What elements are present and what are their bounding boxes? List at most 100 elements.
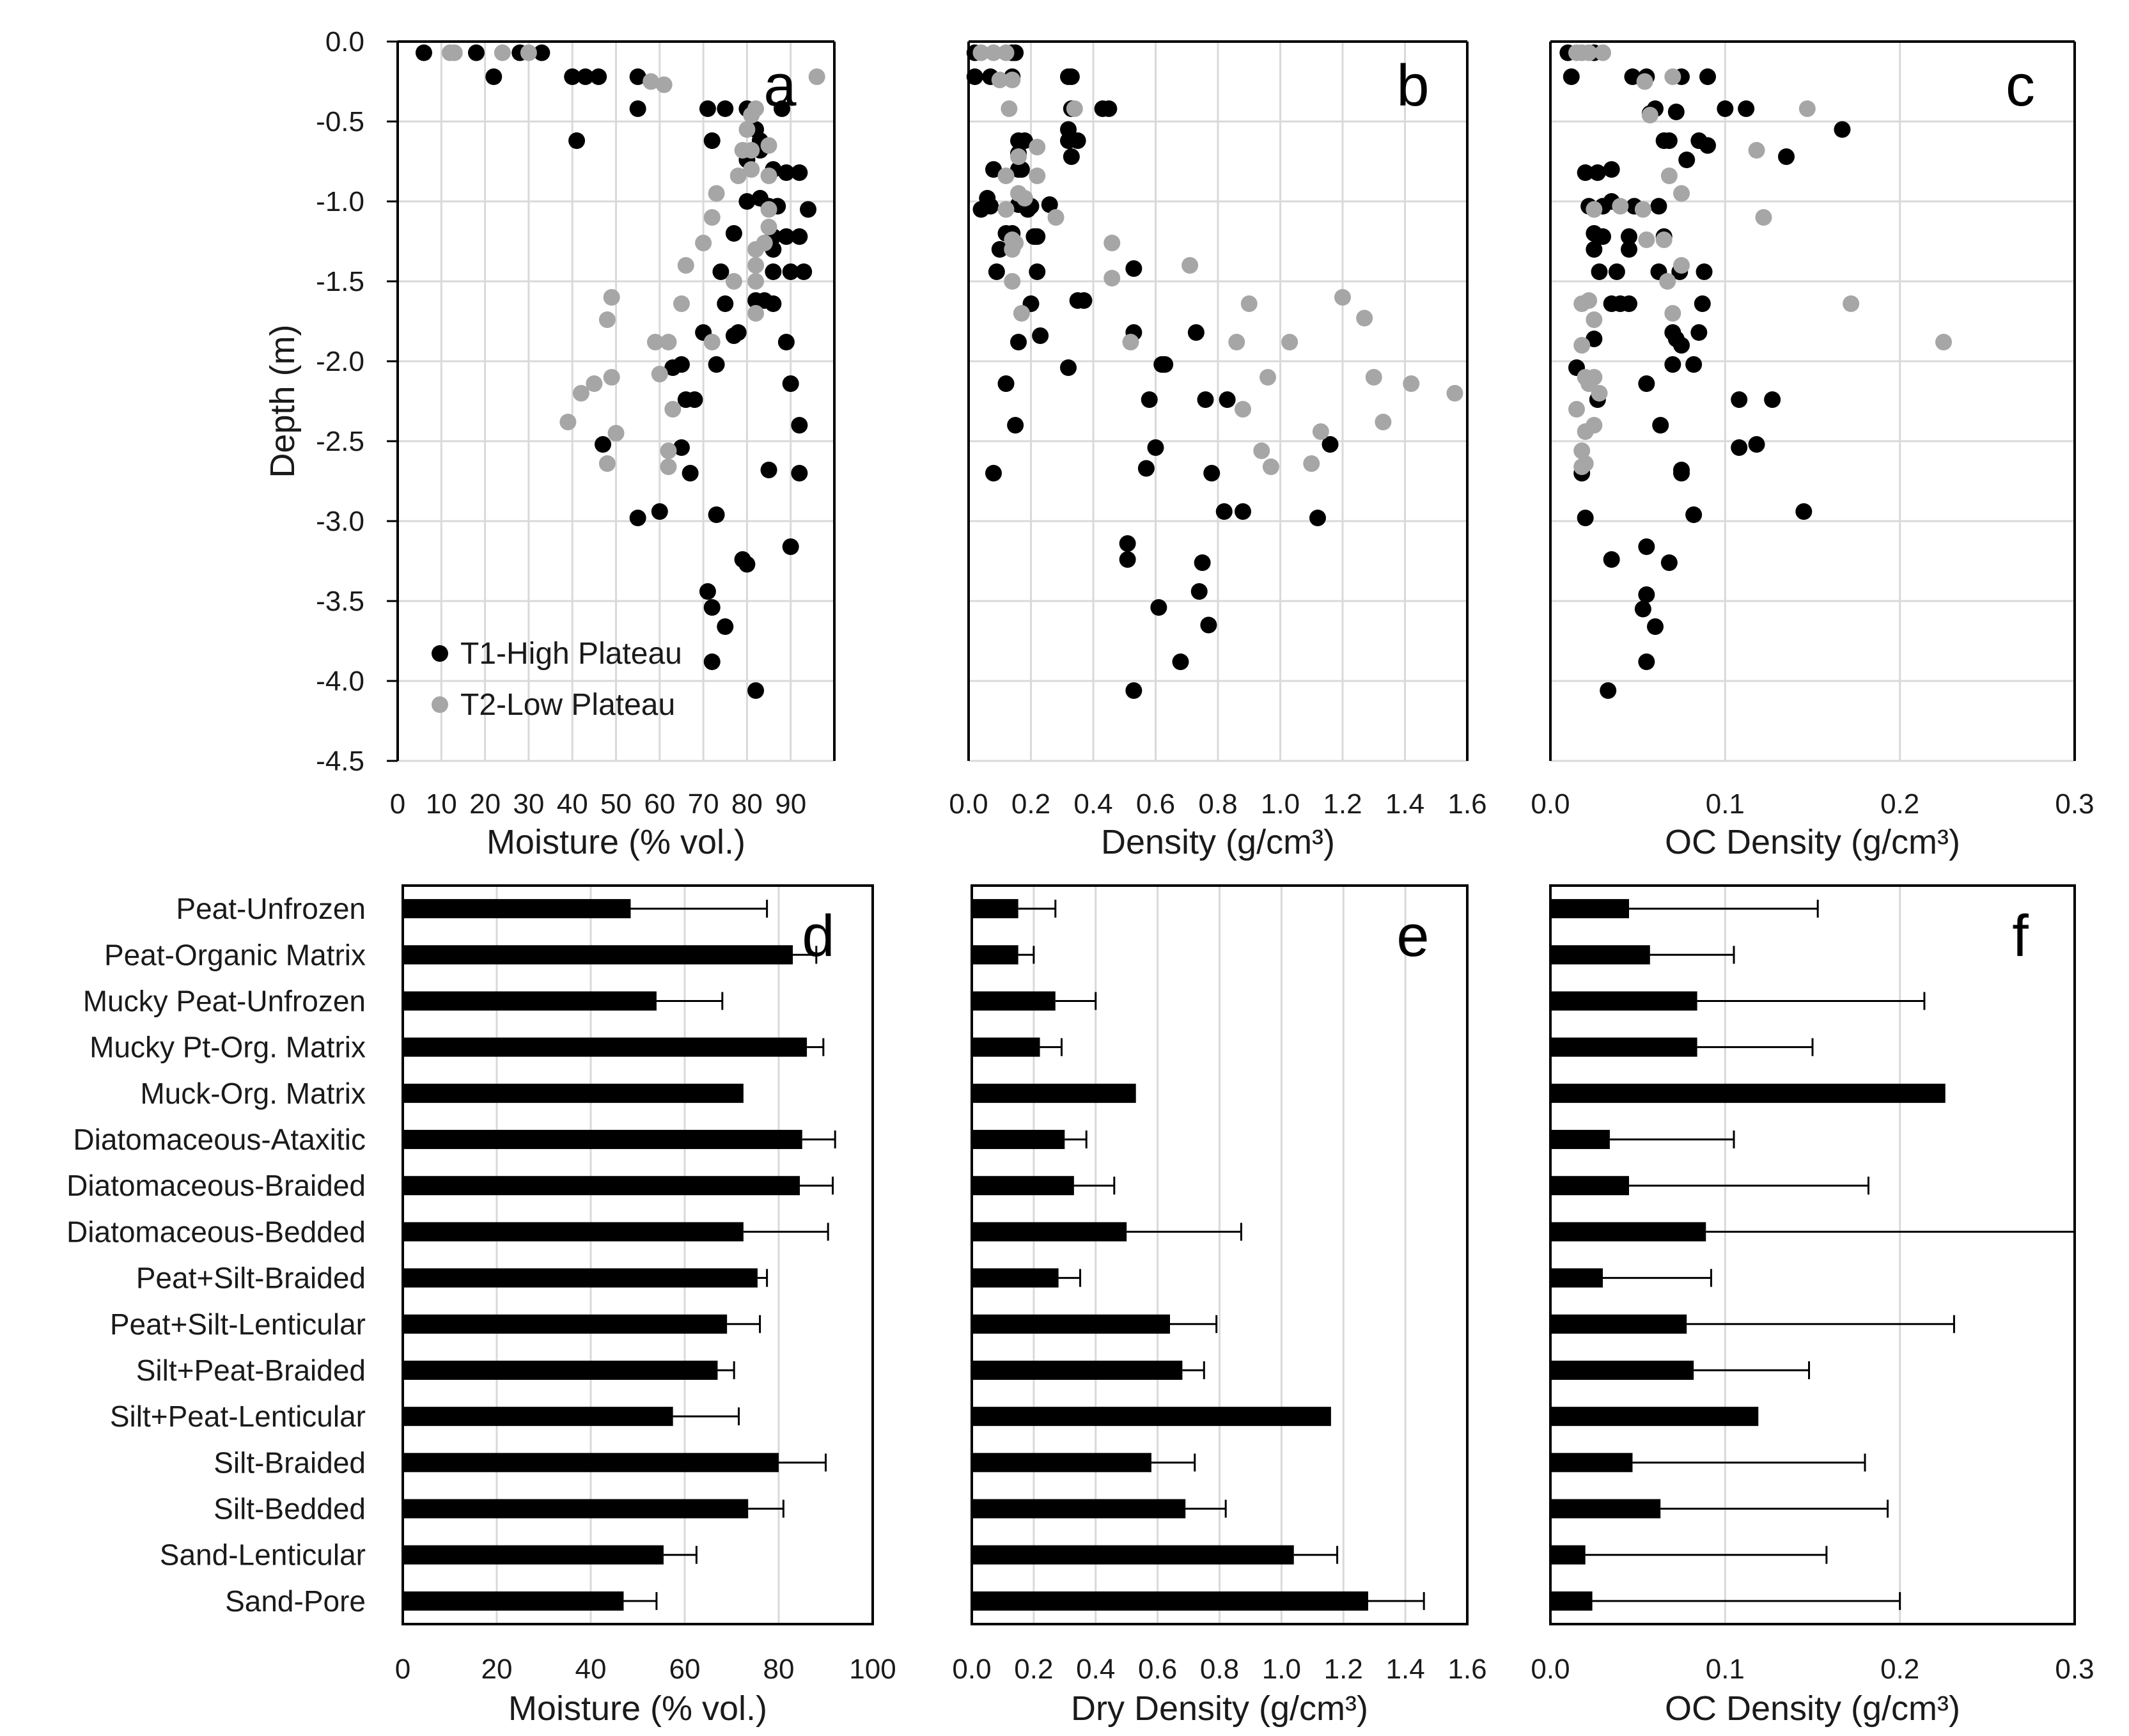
y-tick-label: -3.5 <box>316 586 364 617</box>
category-label: Sand-Pore <box>225 1584 366 1618</box>
bar <box>403 991 657 1011</box>
data-point-t2 <box>1001 100 1018 117</box>
data-point-t1 <box>1586 241 1603 258</box>
bar <box>1550 1407 1759 1427</box>
data-point-t1 <box>1603 551 1620 568</box>
panel-label: f <box>2012 903 2029 969</box>
bar <box>403 1360 718 1380</box>
data-point-t1 <box>1638 653 1655 670</box>
data-point-t2 <box>603 289 620 306</box>
data-point-t2 <box>729 168 747 184</box>
data-point-t2 <box>991 72 1008 88</box>
data-point-t2 <box>1375 414 1392 430</box>
data-point-t1 <box>1634 600 1651 618</box>
bar <box>1550 1314 1687 1334</box>
data-point-t1 <box>985 465 1002 481</box>
x-tick-label: 90 <box>775 788 806 820</box>
panel-label: b <box>1396 53 1429 118</box>
data-point-t2 <box>660 334 677 350</box>
data-point-t1 <box>725 327 742 344</box>
data-point-t1 <box>777 334 795 350</box>
data-point-t2 <box>1659 273 1676 290</box>
panel-label: c <box>2006 53 2035 118</box>
data-point-t1 <box>991 241 1008 258</box>
bar <box>972 1176 1074 1196</box>
data-point-t1 <box>1147 439 1164 456</box>
data-point-t1 <box>1219 391 1236 408</box>
data-point-t2 <box>1004 241 1021 258</box>
data-point-t2 <box>1259 369 1276 386</box>
plot-frame <box>971 884 1469 1625</box>
data-point-t1 <box>1748 436 1765 453</box>
data-point-t1 <box>760 462 777 478</box>
data-point-t2 <box>446 44 463 61</box>
data-point-t2 <box>1303 455 1320 472</box>
legend-marker-t1 <box>432 645 448 662</box>
data-point-t1 <box>1621 295 1637 312</box>
x-axis-label: Moisture (% vol.) <box>508 1689 767 1728</box>
data-point-t1 <box>1699 137 1716 154</box>
data-point-t1 <box>1010 334 1027 350</box>
data-point-t1 <box>1795 503 1813 520</box>
data-point-t1 <box>1194 554 1211 571</box>
data-point-t1 <box>686 391 703 408</box>
x-tick-label: 0.2 <box>1880 1654 1919 1685</box>
x-tick-label: 0.3 <box>2055 788 2094 820</box>
x-tick-label: 50 <box>600 788 632 820</box>
data-point-t2 <box>1586 201 1603 218</box>
x-tick-label: 0 <box>390 788 405 820</box>
data-point-t2 <box>1748 142 1765 159</box>
data-point-t2 <box>1586 311 1603 328</box>
data-point-t1 <box>673 356 690 373</box>
data-point-t2 <box>997 44 1015 61</box>
data-point-t1 <box>747 682 765 699</box>
data-point-t1 <box>1322 436 1339 453</box>
data-point-t1 <box>1137 460 1155 477</box>
data-point-t2 <box>1010 148 1027 165</box>
y-tick-label: 0.0 <box>325 26 364 58</box>
data-point-t1 <box>1563 68 1580 85</box>
data-point-t2 <box>747 241 765 258</box>
bar <box>972 1360 1183 1380</box>
data-point-t1 <box>568 132 586 149</box>
x-tick-label: 0.1 <box>1706 788 1745 820</box>
x-tick-label: 1.2 <box>1324 1654 1363 1685</box>
x-tick-label: 0.0 <box>949 788 988 820</box>
x-tick-label: 10 <box>426 788 457 820</box>
data-point-t2 <box>559 414 577 430</box>
data-point-t1 <box>703 653 721 670</box>
x-tick-label: 0.0 <box>952 1654 991 1685</box>
x-tick-label: 1.0 <box>1262 1654 1301 1685</box>
data-point-t2 <box>1013 305 1030 322</box>
bar <box>1550 1360 1694 1380</box>
x-tick-label: 0.6 <box>1136 788 1175 820</box>
x-tick-label: 0.0 <box>1531 788 1570 820</box>
x-tick-label: 0.6 <box>1138 1654 1177 1685</box>
data-point-t2 <box>1004 273 1021 290</box>
bar <box>972 991 1056 1011</box>
data-point-t1 <box>1621 228 1637 245</box>
x-axis-label: Moisture (% vol.) <box>487 823 745 861</box>
data-point-t1 <box>777 228 795 245</box>
data-point-t1 <box>1577 164 1594 181</box>
data-point-t1 <box>708 506 725 523</box>
data-point-t1 <box>1200 616 1217 634</box>
data-point-t1 <box>1150 599 1167 616</box>
data-point-t2 <box>695 235 712 251</box>
bar <box>1550 1591 1593 1611</box>
data-point-t2 <box>1664 68 1681 85</box>
data-point-t1 <box>1577 510 1594 526</box>
data-point-t1 <box>699 583 716 600</box>
data-point-t1 <box>651 503 668 520</box>
data-point-t1 <box>533 44 550 61</box>
data-point-t2 <box>1612 198 1629 215</box>
data-point-t1 <box>1013 161 1030 178</box>
data-point-t1 <box>1029 228 1046 245</box>
data-point-t1 <box>1125 682 1142 699</box>
data-point-t1 <box>1100 100 1118 117</box>
category-label: Diatomaceous-Bedded <box>66 1215 366 1248</box>
data-point-t2 <box>1334 289 1351 306</box>
bar <box>972 1545 1294 1565</box>
data-point-t2 <box>660 442 677 459</box>
